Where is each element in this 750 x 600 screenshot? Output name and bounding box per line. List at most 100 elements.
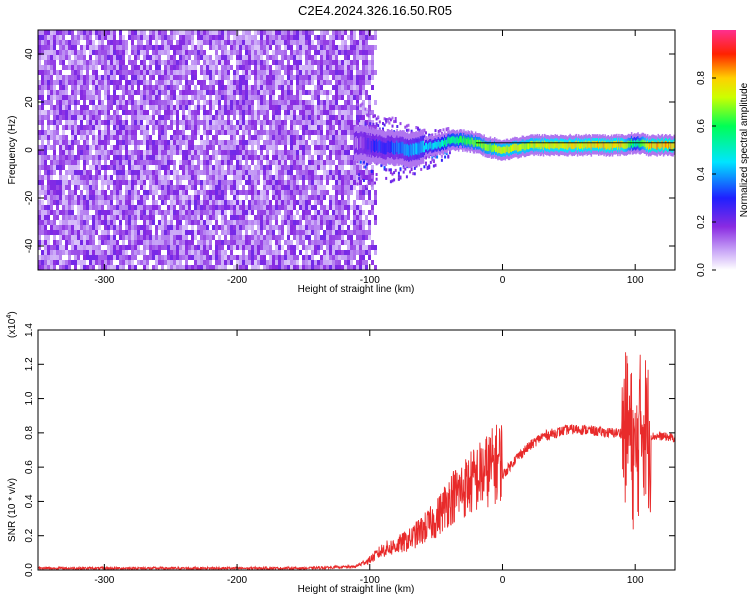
noise-cell	[356, 210, 359, 215]
noise-cell	[311, 75, 314, 80]
noise-cell	[212, 150, 215, 155]
noise-cell	[236, 55, 239, 60]
noise-cell	[56, 215, 59, 220]
noise-cell	[188, 210, 191, 215]
noise-cell	[110, 165, 113, 170]
noise-cell	[50, 175, 53, 180]
noise-cell	[167, 115, 170, 120]
noise-cell	[131, 115, 134, 120]
noise-cell	[290, 160, 293, 165]
noise-cell	[341, 145, 344, 150]
noise-cell	[308, 70, 311, 75]
noise-cell	[338, 255, 341, 260]
noise-cell	[269, 90, 272, 95]
noise-cell	[182, 195, 185, 200]
noise-cell	[122, 95, 125, 100]
noise-cell	[125, 155, 128, 160]
noise-cell	[65, 155, 68, 160]
noise-cell	[254, 260, 257, 265]
noise-cell	[41, 150, 44, 155]
noise-cell	[251, 210, 254, 215]
noise-cell	[176, 210, 179, 215]
noise-cell	[62, 100, 65, 105]
noise-cell	[215, 140, 218, 145]
noise-cell	[263, 170, 266, 175]
noise-cell	[101, 185, 104, 190]
noise-cell	[209, 130, 212, 135]
noise-cell	[74, 265, 77, 270]
noise-cell	[68, 185, 71, 190]
noise-cell	[344, 185, 347, 190]
noise-cell	[104, 65, 107, 70]
noise-cell	[59, 85, 62, 90]
noise-cell	[368, 45, 371, 50]
noise-cell	[290, 95, 293, 100]
noise-cell	[62, 165, 65, 170]
noise-cell	[335, 180, 338, 185]
noise-cell	[209, 180, 212, 185]
noise-cell	[116, 115, 119, 120]
noise-cell	[161, 215, 164, 220]
noise-cell	[122, 125, 125, 130]
noise-cell	[302, 165, 305, 170]
noise-cell	[212, 135, 215, 140]
noise-cell	[125, 205, 128, 210]
noise-cell	[371, 165, 374, 170]
halo-cell	[358, 177, 361, 180]
noise-cell	[38, 115, 41, 120]
noise-cell	[101, 75, 104, 80]
noise-cell	[323, 120, 326, 125]
noise-cell	[287, 110, 290, 115]
noise-cell	[314, 215, 317, 220]
noise-cell	[83, 110, 86, 115]
noise-cell	[353, 35, 356, 40]
noise-cell	[53, 105, 56, 110]
noise-cell	[284, 205, 287, 210]
noise-cell	[131, 30, 134, 35]
noise-cell	[110, 210, 113, 215]
noise-cell	[320, 180, 323, 185]
noise-cell	[356, 230, 359, 235]
noise-cell	[38, 95, 41, 100]
noise-cell	[221, 245, 224, 250]
noise-cell	[236, 60, 239, 65]
noise-cell	[269, 120, 272, 125]
noise-cell	[314, 240, 317, 245]
noise-cell	[263, 175, 266, 180]
noise-cell	[107, 250, 110, 255]
noise-cell	[248, 75, 251, 80]
noise-cell	[101, 55, 104, 60]
noise-cell	[257, 30, 260, 35]
noise-cell	[215, 65, 218, 70]
noise-cell	[287, 135, 290, 140]
noise-cell	[47, 220, 50, 225]
noise-cell	[275, 130, 278, 135]
noise-cell	[101, 40, 104, 45]
noise-cell	[86, 245, 89, 250]
noise-cell	[113, 65, 116, 70]
noise-cell	[344, 200, 347, 205]
noise-cell	[161, 30, 164, 35]
noise-cell	[260, 70, 263, 75]
noise-cell	[218, 145, 221, 150]
noise-cell	[83, 165, 86, 170]
noise-cell	[41, 105, 44, 110]
noise-cell	[260, 85, 263, 90]
noise-cell	[293, 200, 296, 205]
noise-cell	[191, 130, 194, 135]
noise-cell	[137, 170, 140, 175]
noise-cell	[296, 200, 299, 205]
noise-cell	[77, 60, 80, 65]
halo-cell	[389, 171, 392, 175]
noise-cell	[305, 105, 308, 110]
noise-cell	[281, 50, 284, 55]
noise-cell	[44, 215, 47, 220]
noise-cell	[122, 240, 125, 245]
noise-cell	[317, 135, 320, 140]
halo-cell	[361, 102, 364, 106]
noise-cell	[86, 35, 89, 40]
noise-cell	[53, 240, 56, 245]
noise-cell	[191, 155, 194, 160]
noise-cell	[68, 255, 71, 260]
noise-cell	[266, 170, 269, 175]
